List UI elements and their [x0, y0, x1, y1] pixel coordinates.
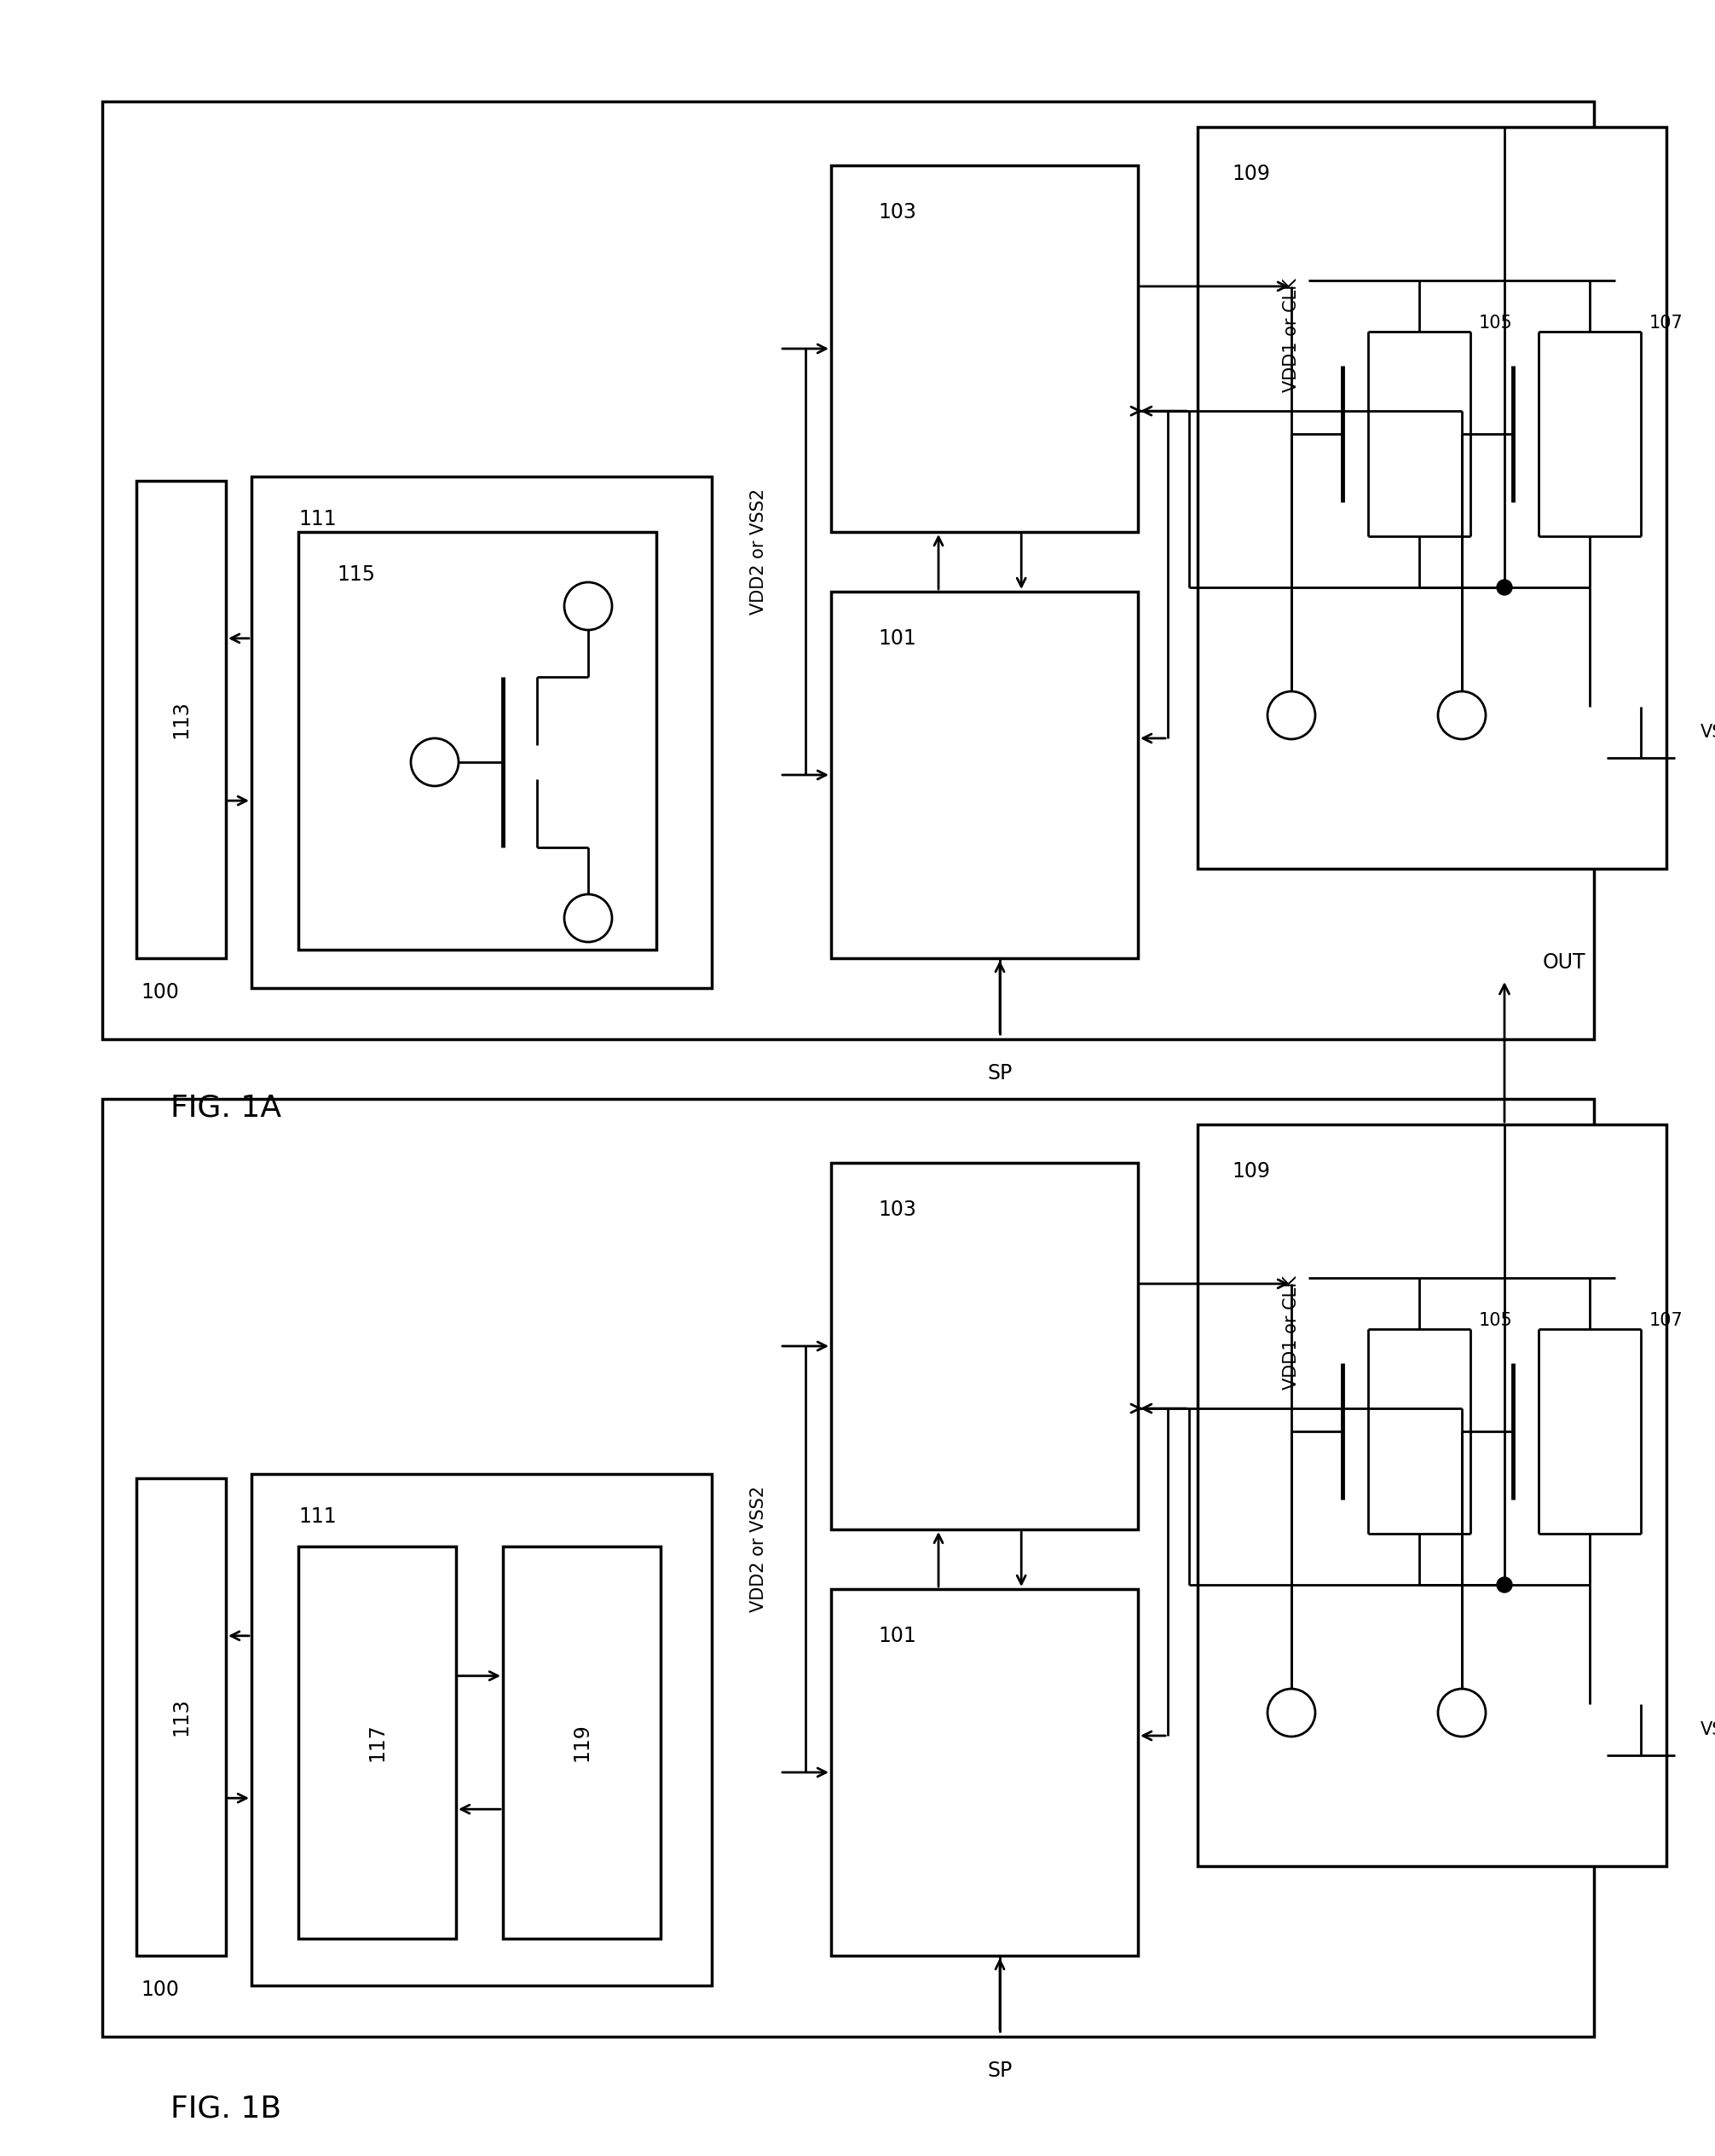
Text: 109: 109	[1231, 164, 1269, 183]
Text: 111: 111	[298, 509, 336, 530]
Text: 101: 101	[878, 627, 916, 649]
Bar	[103, 1100, 1593, 2037]
Bar	[832, 166, 1139, 533]
Text: VSS1: VSS1	[1701, 724, 1715, 742]
Text: 107: 107	[1650, 315, 1682, 332]
Text: 109: 109	[1231, 1162, 1269, 1181]
Bar	[832, 1589, 1139, 1955]
Circle shape	[1267, 1688, 1315, 1736]
Text: OUT: OUT	[1544, 953, 1586, 972]
Circle shape	[412, 737, 458, 787]
Bar	[103, 101, 1593, 1039]
Text: FIG. 1A: FIG. 1A	[170, 1093, 281, 1121]
Text: 107: 107	[1650, 1313, 1682, 1328]
Text: 103: 103	[878, 1199, 916, 1220]
Bar	[137, 1479, 226, 1955]
Text: 105: 105	[1478, 1313, 1513, 1328]
Text: 113: 113	[172, 1699, 192, 1736]
Text: VDD1 or CLK: VDD1 or CLK	[1283, 278, 1300, 392]
Text: VDD1 or CLK: VDD1 or CLK	[1283, 1274, 1300, 1388]
Text: VDD2 or VSS2: VDD2 or VSS2	[749, 1485, 767, 1613]
Text: 115: 115	[336, 565, 376, 584]
Circle shape	[1497, 580, 1513, 595]
Bar	[1197, 1125, 1667, 1867]
Text: 101: 101	[878, 1626, 916, 1647]
Circle shape	[1437, 692, 1485, 740]
Bar	[137, 481, 226, 957]
Text: 100: 100	[141, 1979, 178, 2001]
Text: 111: 111	[298, 1507, 336, 1526]
Text: 105: 105	[1478, 315, 1513, 332]
Text: VDD2 or VSS2: VDD2 or VSS2	[749, 489, 767, 614]
Circle shape	[1437, 1688, 1485, 1736]
Bar	[832, 1162, 1139, 1529]
Text: 113: 113	[172, 701, 192, 740]
Bar	[252, 476, 712, 987]
Text: 117: 117	[367, 1723, 388, 1761]
Bar	[298, 533, 657, 949]
Circle shape	[1267, 692, 1315, 740]
Bar	[1197, 127, 1667, 869]
Text: 119: 119	[571, 1723, 592, 1761]
Text: VSS1: VSS1	[1701, 1720, 1715, 1738]
Bar	[252, 1475, 712, 1986]
Circle shape	[1497, 1578, 1513, 1593]
Text: FIG. 1B: FIG. 1B	[170, 2096, 281, 2124]
Circle shape	[564, 895, 612, 942]
Text: 100: 100	[141, 983, 178, 1003]
Bar	[832, 591, 1139, 957]
Bar	[502, 1546, 660, 1938]
Circle shape	[564, 582, 612, 630]
Text: SP: SP	[988, 2061, 1012, 2081]
Bar	[298, 1546, 456, 1938]
Text: SP: SP	[988, 1063, 1012, 1084]
Text: 103: 103	[878, 203, 916, 222]
